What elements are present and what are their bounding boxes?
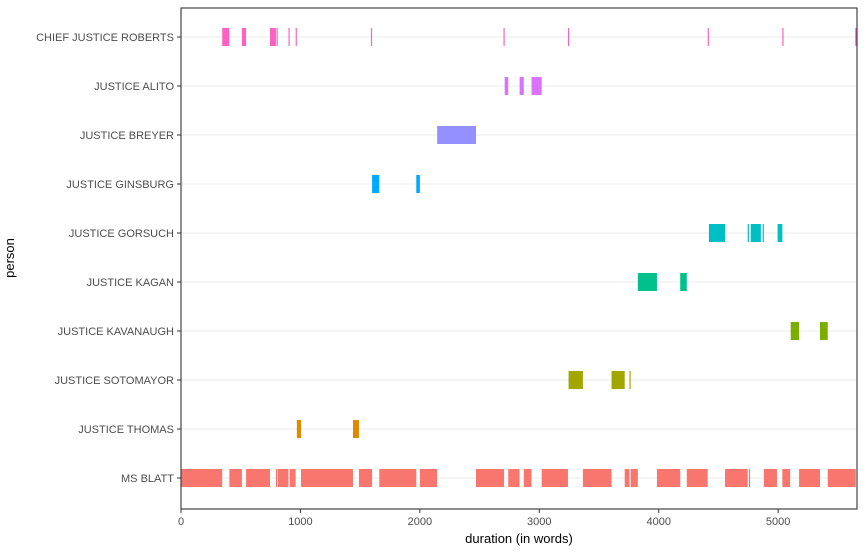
segment-bar [763,469,777,487]
y-tick-label: JUSTICE GORSUCH [69,228,174,240]
x-tick-label: 3000 [527,516,551,528]
segment-bar [437,126,477,144]
y-axis-title: person [2,238,17,278]
segment-bar [523,469,532,487]
segment-bar [379,469,417,487]
y-tick-label: JUSTICE BREYER [80,130,174,142]
segment-bar [568,371,583,389]
x-axis: 0 1000 2000 3000 4000 5000 [178,509,790,528]
x-tick-label: 0 [178,516,184,528]
segment-bar [503,28,505,46]
segment-bar [686,469,708,487]
segment-bar [296,420,302,438]
segment-bar [358,469,373,487]
y-tick-label: JUSTICE SOTOMAYOR [55,375,174,387]
x-tick-label: 1000 [288,516,312,528]
segment-bar [747,224,749,242]
segment-bar [476,469,505,487]
segment-bar [531,77,542,95]
y-axis: CHIEF JUSTICE ROBERTS JUSTICE ALITO JUSTIC… [36,32,181,485]
segment-bar [567,28,570,46]
segment-bar [582,469,612,487]
segment-bar [289,469,296,487]
x-tick-label: 4000 [646,516,670,528]
y-tick-label: JUSTICE ALITO [94,81,174,93]
segment-bar [782,469,791,487]
segment-bar [855,28,857,46]
y-tick-label: JUSTICE GINSBURG [66,179,174,191]
segment-bar [370,28,373,46]
segment-bar [229,469,242,487]
bars [181,28,857,487]
segment-bar [277,469,289,487]
segment-bar [269,28,276,46]
segment-bar [827,469,856,487]
x-tick-label: 5000 [766,516,790,528]
segment-bar [222,28,230,46]
segment-bar [707,28,709,46]
y-tick-label: CHIEF JUSTICE ROBERTS [36,32,174,44]
segment-bar [819,322,828,340]
y-tick-label: MS BLATT [121,473,174,485]
segment-bar [288,28,290,46]
segment-bar [629,371,631,389]
segment-bar [504,77,509,95]
segment-bar [762,224,764,242]
segment-bar [508,469,520,487]
segment-bar [301,469,353,487]
segment-bar [799,469,820,487]
segment-bar [181,469,223,487]
segment-bar [295,28,297,46]
gridlines [181,36,857,479]
segment-bar [372,175,380,193]
segment-bar [708,224,726,242]
segment-bar [419,469,438,487]
segment-bar [748,469,751,487]
x-tick-label: 2000 [408,516,432,528]
segment-bar [624,469,630,487]
segment-bar [275,469,278,487]
segment-bar [750,224,761,242]
segment-bar [246,469,270,487]
segment-bar [777,224,783,242]
y-tick-label: JUSTICE THOMAS [78,424,174,436]
segment-bar [611,371,625,389]
panel-border [180,7,858,510]
segment-bar [630,469,638,487]
segment-bar [241,28,247,46]
segment-bar [541,469,568,487]
segment-bar [656,469,681,487]
segment-bar [519,77,524,95]
segment-bar [790,322,800,340]
segment-bar [680,273,687,291]
y-tick-label: JUSTICE KAGAN [87,277,174,289]
y-tick-label: JUSTICE KAVANAUGH [58,326,174,338]
segment-bar [637,273,657,291]
segment-bar [725,469,748,487]
segment-bar [276,28,278,46]
segment-bar [416,175,420,193]
segment-bar [352,420,359,438]
x-axis-title: duration (in words) [465,531,573,546]
segment-bar [782,28,784,46]
